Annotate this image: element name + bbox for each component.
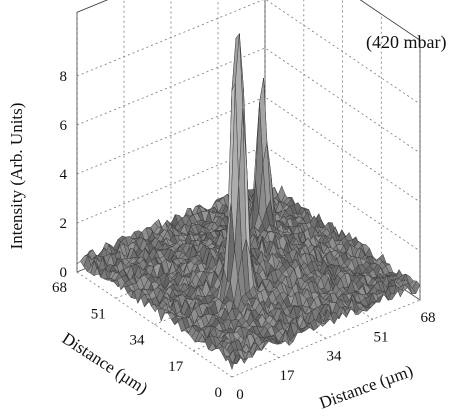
z-tick-label: 4 [60, 167, 68, 183]
y-tick-label: 17 [168, 359, 184, 375]
z-axis-title: Intensity (Arb. Units) [7, 103, 26, 250]
x-tick-label: 17 [280, 368, 296, 384]
y-tick-label: 34 [130, 333, 146, 349]
z-tick-label: 6 [60, 118, 68, 134]
surface-patch [157, 308, 166, 322]
grid-line [76, 0, 421, 105]
z-tick-label: 8 [60, 69, 68, 85]
pressure-annotation: (420 mbar) [366, 32, 446, 53]
x-tick-label: 51 [374, 329, 389, 345]
x-axis-title: Distance (µm) [317, 361, 416, 412]
z-tick-label: 0 [60, 265, 68, 281]
x-axis-ticks: 0 17 34 51 68 [236, 310, 435, 403]
wall-top-edge [76, 0, 421, 41]
grid-line [76, 47, 421, 154]
intensity-surface [76, 33, 421, 370]
z-tick-label: 2 [60, 216, 68, 232]
y-tick-label: 68 [52, 280, 67, 296]
x-tick-label: 0 [236, 387, 244, 403]
y-axis-ticks: 0 17 34 51 68 [52, 280, 222, 401]
surface-patch [228, 355, 237, 370]
grid-line [76, 96, 421, 203]
y-tick-label: 0 [215, 385, 223, 401]
z-axis-ticks: 0 2 4 6 8 [60, 69, 68, 281]
x-tick-label: 34 [327, 349, 343, 365]
y-tick-label: 51 [91, 306, 106, 322]
x-tick-label: 68 [421, 310, 436, 326]
grid-line [231, 299, 421, 378]
grid-line [76, 271, 233, 378]
